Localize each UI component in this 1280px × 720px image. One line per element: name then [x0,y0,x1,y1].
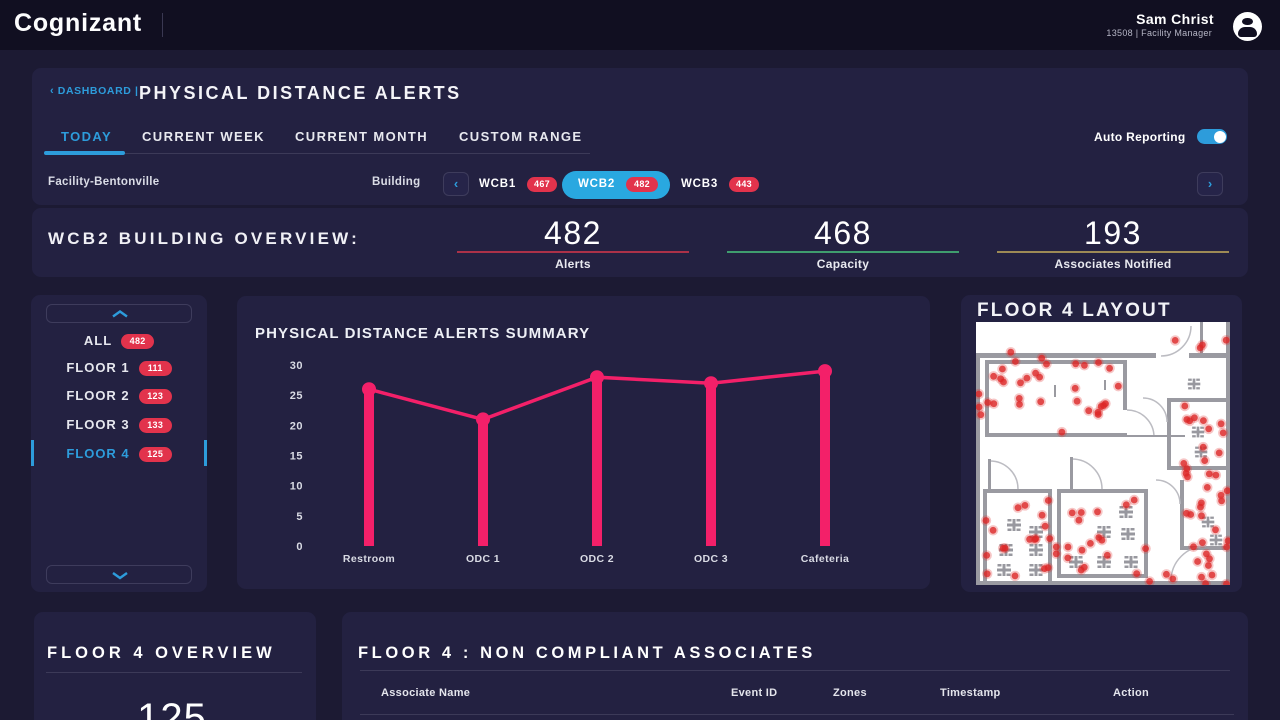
svg-text:ODC 3: ODC 3 [694,553,728,565]
svg-text:25: 25 [290,390,303,402]
svg-text:15: 15 [290,451,303,463]
svg-text:Restroom: Restroom [343,553,395,565]
svg-text:0: 0 [296,541,303,553]
svg-text:ODC 1: ODC 1 [466,553,500,565]
svg-text:20: 20 [290,420,303,432]
svg-text:5: 5 [296,511,303,523]
svg-text:ODC 2: ODC 2 [580,553,614,565]
svg-text:10: 10 [290,481,303,493]
svg-text:Cafeteria: Cafeteria [801,553,850,565]
svg-text:30: 30 [290,360,303,372]
